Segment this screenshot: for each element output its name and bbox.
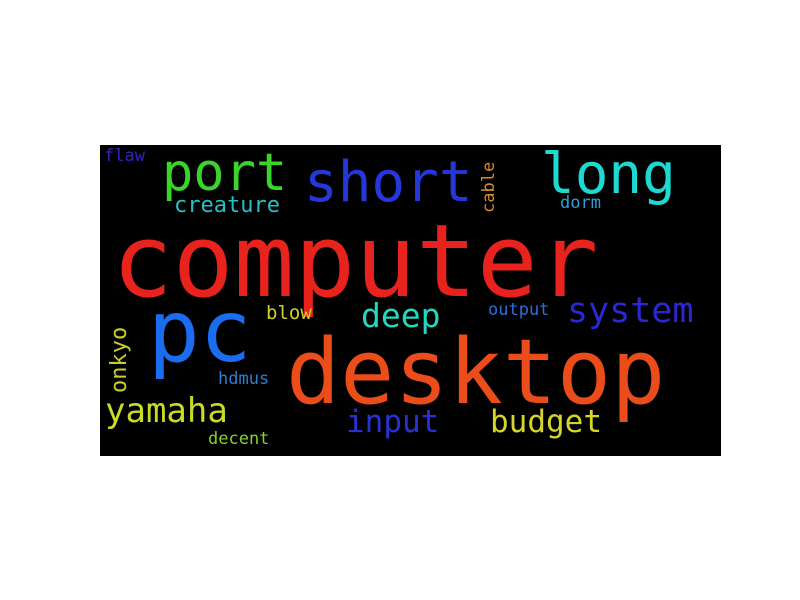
word-blow: blow [266,302,312,324]
word-flaw: flaw [104,146,145,166]
word-long: long [541,145,676,207]
word-dorm: dorm [560,193,601,213]
word-output: output [488,300,550,320]
word-input: input [346,404,440,440]
word-budget: budget [490,404,602,440]
word-computer: computer [112,202,599,320]
word-system: system [567,291,694,331]
word-desktop: desktop [286,320,666,425]
word-yamaha: yamaha [105,391,228,431]
word-decent: decent [208,429,270,449]
word-cable: cable [479,161,499,213]
word-short: short [304,150,473,215]
word-creature: creature [174,193,280,218]
word-port: port [162,145,288,203]
word-pc: pc [148,282,252,382]
word-onkyo: onkyo [107,326,132,393]
word-deep: deep [361,296,441,335]
word-cloud: computer desktop pc short long port yama… [100,145,721,456]
word-hdmus: hdmus [218,369,270,389]
